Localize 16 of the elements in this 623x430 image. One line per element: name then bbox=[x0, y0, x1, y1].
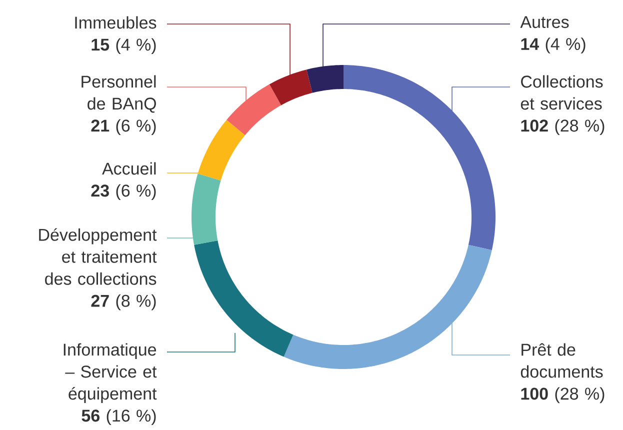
slice-label: Collections et services bbox=[520, 75, 603, 110]
data-label: 14 (4 %) bbox=[521, 38, 586, 54]
data-label: 21 (6 %) bbox=[91, 119, 156, 136]
data-label: 102 (28 %) bbox=[521, 119, 604, 136]
data-label: 23 (6 %) bbox=[91, 184, 156, 200]
data-label: 15 (4 %) bbox=[92, 38, 156, 54]
data-label: 100 (28 %) bbox=[521, 387, 604, 404]
data-label: 56 (16 %) bbox=[82, 409, 156, 426]
slice-label: Personnel de BAnQ bbox=[82, 75, 156, 113]
slice-label: Développement et traitement des collections bbox=[39, 228, 157, 285]
slice-label: Prêt de documents bbox=[520, 343, 603, 378]
slice-label: Accueil bbox=[102, 162, 156, 175]
slice-label: Autres bbox=[520, 16, 569, 28]
slice-label: Immeubles bbox=[75, 16, 156, 29]
data-label: 27 (8 %) bbox=[91, 294, 156, 310]
slice-label: Informatique – Service et équipement bbox=[64, 343, 157, 404]
